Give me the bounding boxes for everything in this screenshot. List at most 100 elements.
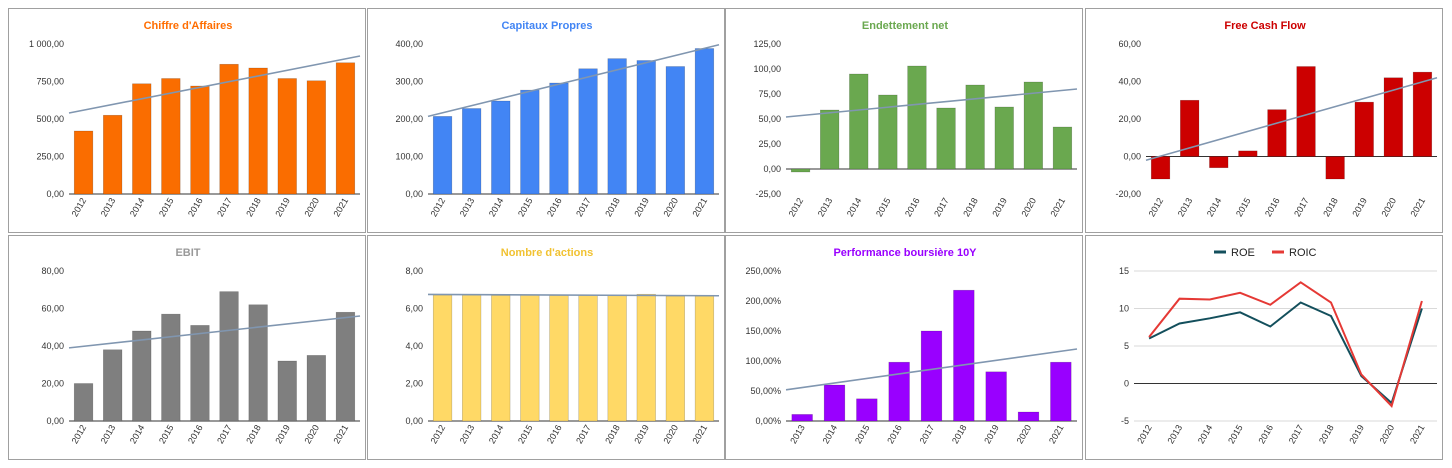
y-tick-label: 50,00 [758, 114, 781, 124]
x-tick-label: 2014 [1205, 196, 1224, 218]
x-tick-label: 2018 [1317, 423, 1336, 445]
chart-title: Chiffre d'Affaires [144, 20, 233, 32]
x-tick-label: 2021 [1047, 423, 1066, 445]
y-tick-label: 500,00 [36, 114, 64, 124]
x-tick-label: 2020 [1015, 423, 1034, 445]
bar-2021 [1412, 71, 1433, 157]
x-tick-label: 2019 [990, 196, 1009, 218]
chart-svg: Endettement net -25,00 0,00 25,00 50,00 75,00… [753, 20, 1078, 218]
chart-svg: Free Cash Flow -20,00 0,00 20,00 40,00 60,00 2… [1115, 20, 1438, 218]
bar-2012 [790, 168, 811, 173]
x-tick-label: 2012 [70, 196, 89, 218]
x-tick-label: 2014 [821, 423, 840, 445]
chart-panel-4: Free Cash Flow -20,00 0,00 20,00 40,00 60,00 2… [1085, 8, 1443, 233]
bar-2021 [694, 48, 715, 195]
trend-line [1145, 76, 1438, 162]
bar-2017 [936, 107, 956, 170]
x-tick-label: 2017 [215, 196, 234, 218]
y-tick-label: 0,00% [755, 416, 781, 426]
x-tick-label: 2012 [1135, 423, 1154, 445]
y-tick-label: 200,00% [745, 296, 781, 306]
y-tick-label: 20,00 [41, 379, 64, 389]
bar-2014 [1209, 156, 1229, 169]
x-tick-label: 2015 [157, 196, 176, 218]
trend-line [68, 55, 361, 114]
y-tick-label: 6,00 [405, 304, 423, 314]
bar-2016 [1267, 109, 1287, 157]
x-tick-label: 2018 [603, 196, 622, 218]
bar-2015 [1238, 150, 1258, 157]
x-tick-label: 2015 [157, 423, 176, 445]
y-tick-label: 150,00% [745, 326, 781, 336]
x-tick-label: 2013 [1176, 196, 1195, 218]
x-tick-label: 2014 [128, 423, 147, 445]
x-tick-label: 2018 [244, 423, 263, 445]
y-tick-label: 15 [1119, 266, 1129, 276]
x-tick-label: 2014 [487, 196, 506, 218]
bar-2020 [1023, 81, 1043, 170]
y-tick-label: 2,00 [405, 379, 423, 389]
y-tick-label: 300,00 [395, 77, 423, 87]
bar-2012 [432, 294, 453, 422]
bar-2016 [907, 65, 927, 170]
bar-2019 [636, 293, 656, 422]
y-tick-label: 0,00 [405, 189, 423, 199]
bar-2015 [161, 78, 181, 195]
x-tick-label: 2018 [961, 196, 980, 218]
chart-panel-6: Nombre d'actions 0,00 2,00 4,00 6,00 8,00 2012… [367, 235, 725, 460]
bar-2013 [103, 349, 123, 422]
chart-svg: Performance boursière 10Y 0,00% 50,00% 100,… [745, 247, 1078, 445]
y-tick-label: 25,00 [758, 139, 781, 149]
bar-2013 [462, 294, 482, 422]
y-tick-label: -5 [1121, 416, 1129, 426]
x-tick-label: 2014 [845, 196, 864, 218]
x-tick-label: 2016 [545, 196, 564, 218]
y-tick-label: 80,00 [41, 266, 64, 276]
bar-2014 [849, 73, 869, 170]
y-tick-label: 8,00 [405, 266, 423, 276]
y-tick-label: 50,00% [750, 386, 781, 396]
bar-2014 [823, 384, 846, 422]
x-tick-label: 2020 [302, 196, 321, 218]
y-tick-label: 60,00 [41, 304, 64, 314]
y-tick-label: 0 [1124, 379, 1129, 389]
x-tick-label: 2016 [545, 423, 564, 445]
chart-title: Performance boursière 10Y [833, 247, 977, 259]
bar-2013 [1180, 99, 1200, 157]
chart-title: Free Cash Flow [1224, 20, 1306, 32]
y-tick-label: 0,00 [46, 189, 64, 199]
bar-2012 [73, 130, 94, 195]
bar-2014 [491, 295, 511, 422]
bar-2021 [1050, 361, 1072, 422]
y-tick-label: 750,00 [36, 77, 64, 87]
bar-2020 [1017, 411, 1040, 422]
bar-2017 [219, 291, 239, 422]
bar-2018 [607, 58, 627, 195]
bar-2021 [694, 295, 715, 422]
x-tick-label: 2015 [874, 196, 893, 218]
x-tick-label: 2017 [918, 423, 937, 445]
chart-title: EBIT [175, 247, 200, 259]
x-tick-label: 2014 [487, 423, 506, 445]
x-tick-label: 2021 [332, 196, 351, 218]
bar-2018 [248, 67, 268, 195]
chart-panel-7: Performance boursière 10Y 0,00% 50,00% 100,… [725, 235, 1083, 460]
x-tick-label: 2019 [632, 423, 651, 445]
y-tick-label: 0,00 [1123, 152, 1141, 162]
chart-svg: -5 0 5 10 15 2012 2013 2014 2015 2016 2017 2018 2019… [1119, 247, 1437, 445]
chart-svg: Capitaux Propres 0,00 100,00 200,00 300,00 40… [395, 20, 720, 218]
y-tick-label: 125,00 [753, 39, 781, 49]
bar-2018 [248, 304, 268, 422]
x-tick-label: 2015 [516, 196, 535, 218]
x-tick-label: 2021 [332, 423, 351, 445]
chart-panel-2: Capitaux Propres 0,00 100,00 200,00 300,00 40… [367, 8, 725, 233]
bar-2016 [549, 82, 569, 195]
series-line-roe [1148, 301, 1423, 405]
bar-2013 [462, 108, 482, 195]
bar-2018 [1325, 156, 1345, 180]
x-tick-label: 2013 [99, 423, 118, 445]
x-tick-label: 2016 [186, 196, 205, 218]
bar-2018 [607, 294, 627, 422]
x-tick-label: 2016 [186, 423, 205, 445]
bar-2020 [665, 295, 685, 422]
